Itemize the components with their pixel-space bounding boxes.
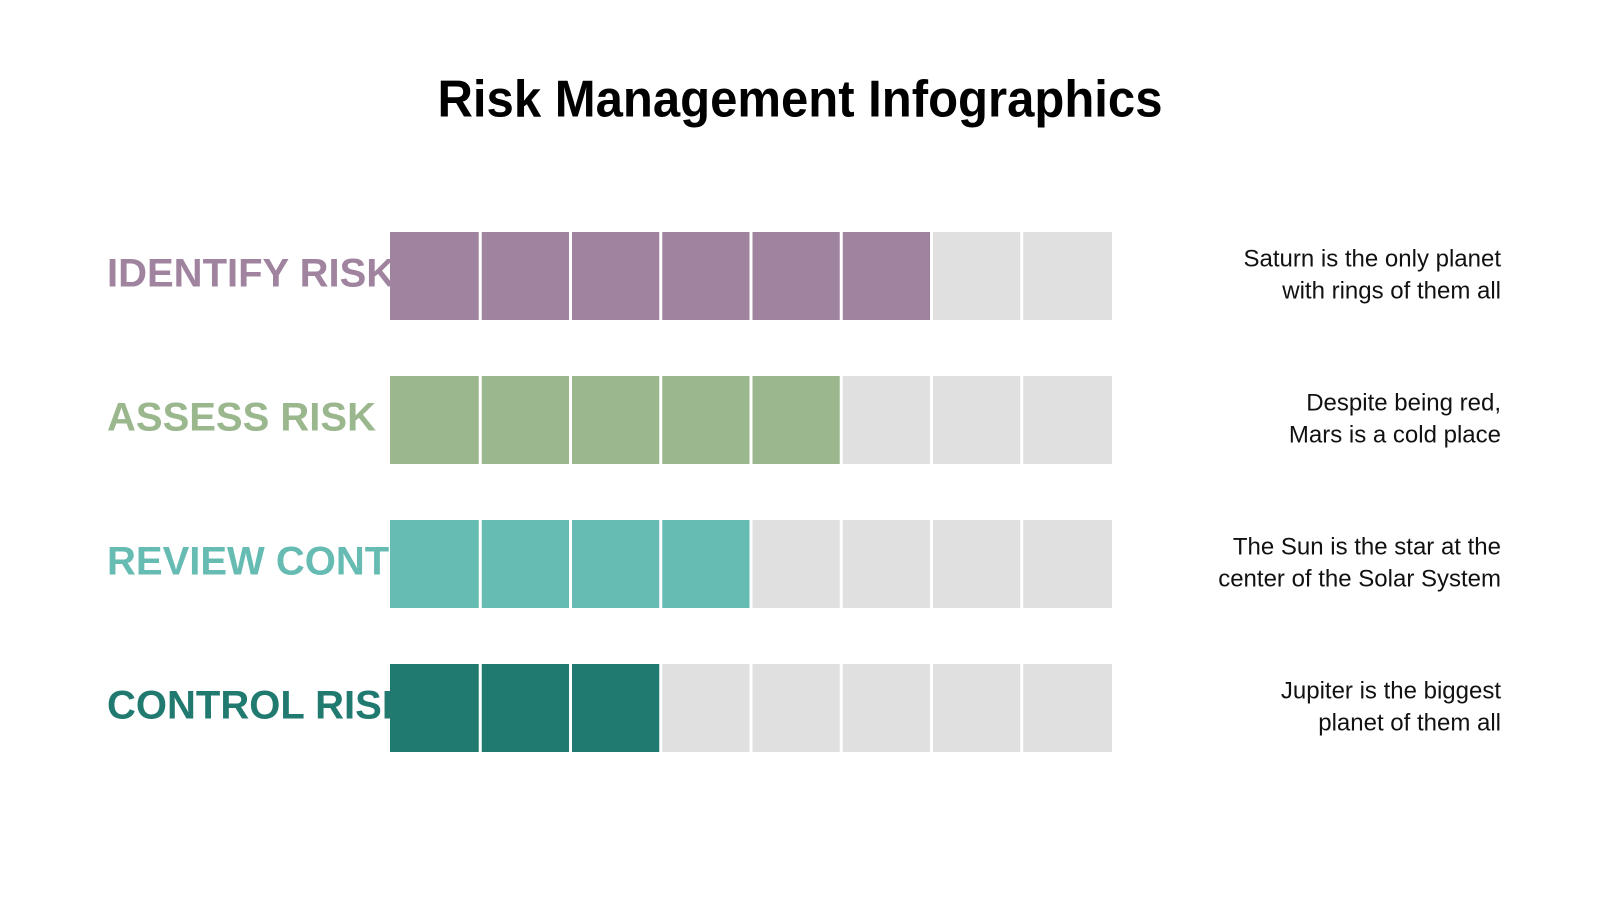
category-label: CONTROL RISK — [107, 684, 411, 728]
bar — [390, 664, 661, 752]
description: Jupiter is the biggest — [1281, 677, 1501, 704]
description: center of the Solar System — [1218, 565, 1501, 592]
description: Mars is a cold place — [1289, 421, 1501, 448]
category-label: ASSESS RISK — [107, 396, 376, 440]
bar — [390, 376, 842, 464]
chart-title: Risk Management Infographics — [438, 71, 1163, 129]
description: with rings of them all — [1281, 277, 1501, 304]
description: planet of them all — [1318, 709, 1501, 736]
category-label: IDENTIFY RISK — [107, 252, 395, 296]
description: The Sun is the star at the — [1233, 533, 1501, 560]
description: Saturn is the only planet — [1244, 245, 1502, 272]
description: Despite being red, — [1306, 389, 1501, 416]
